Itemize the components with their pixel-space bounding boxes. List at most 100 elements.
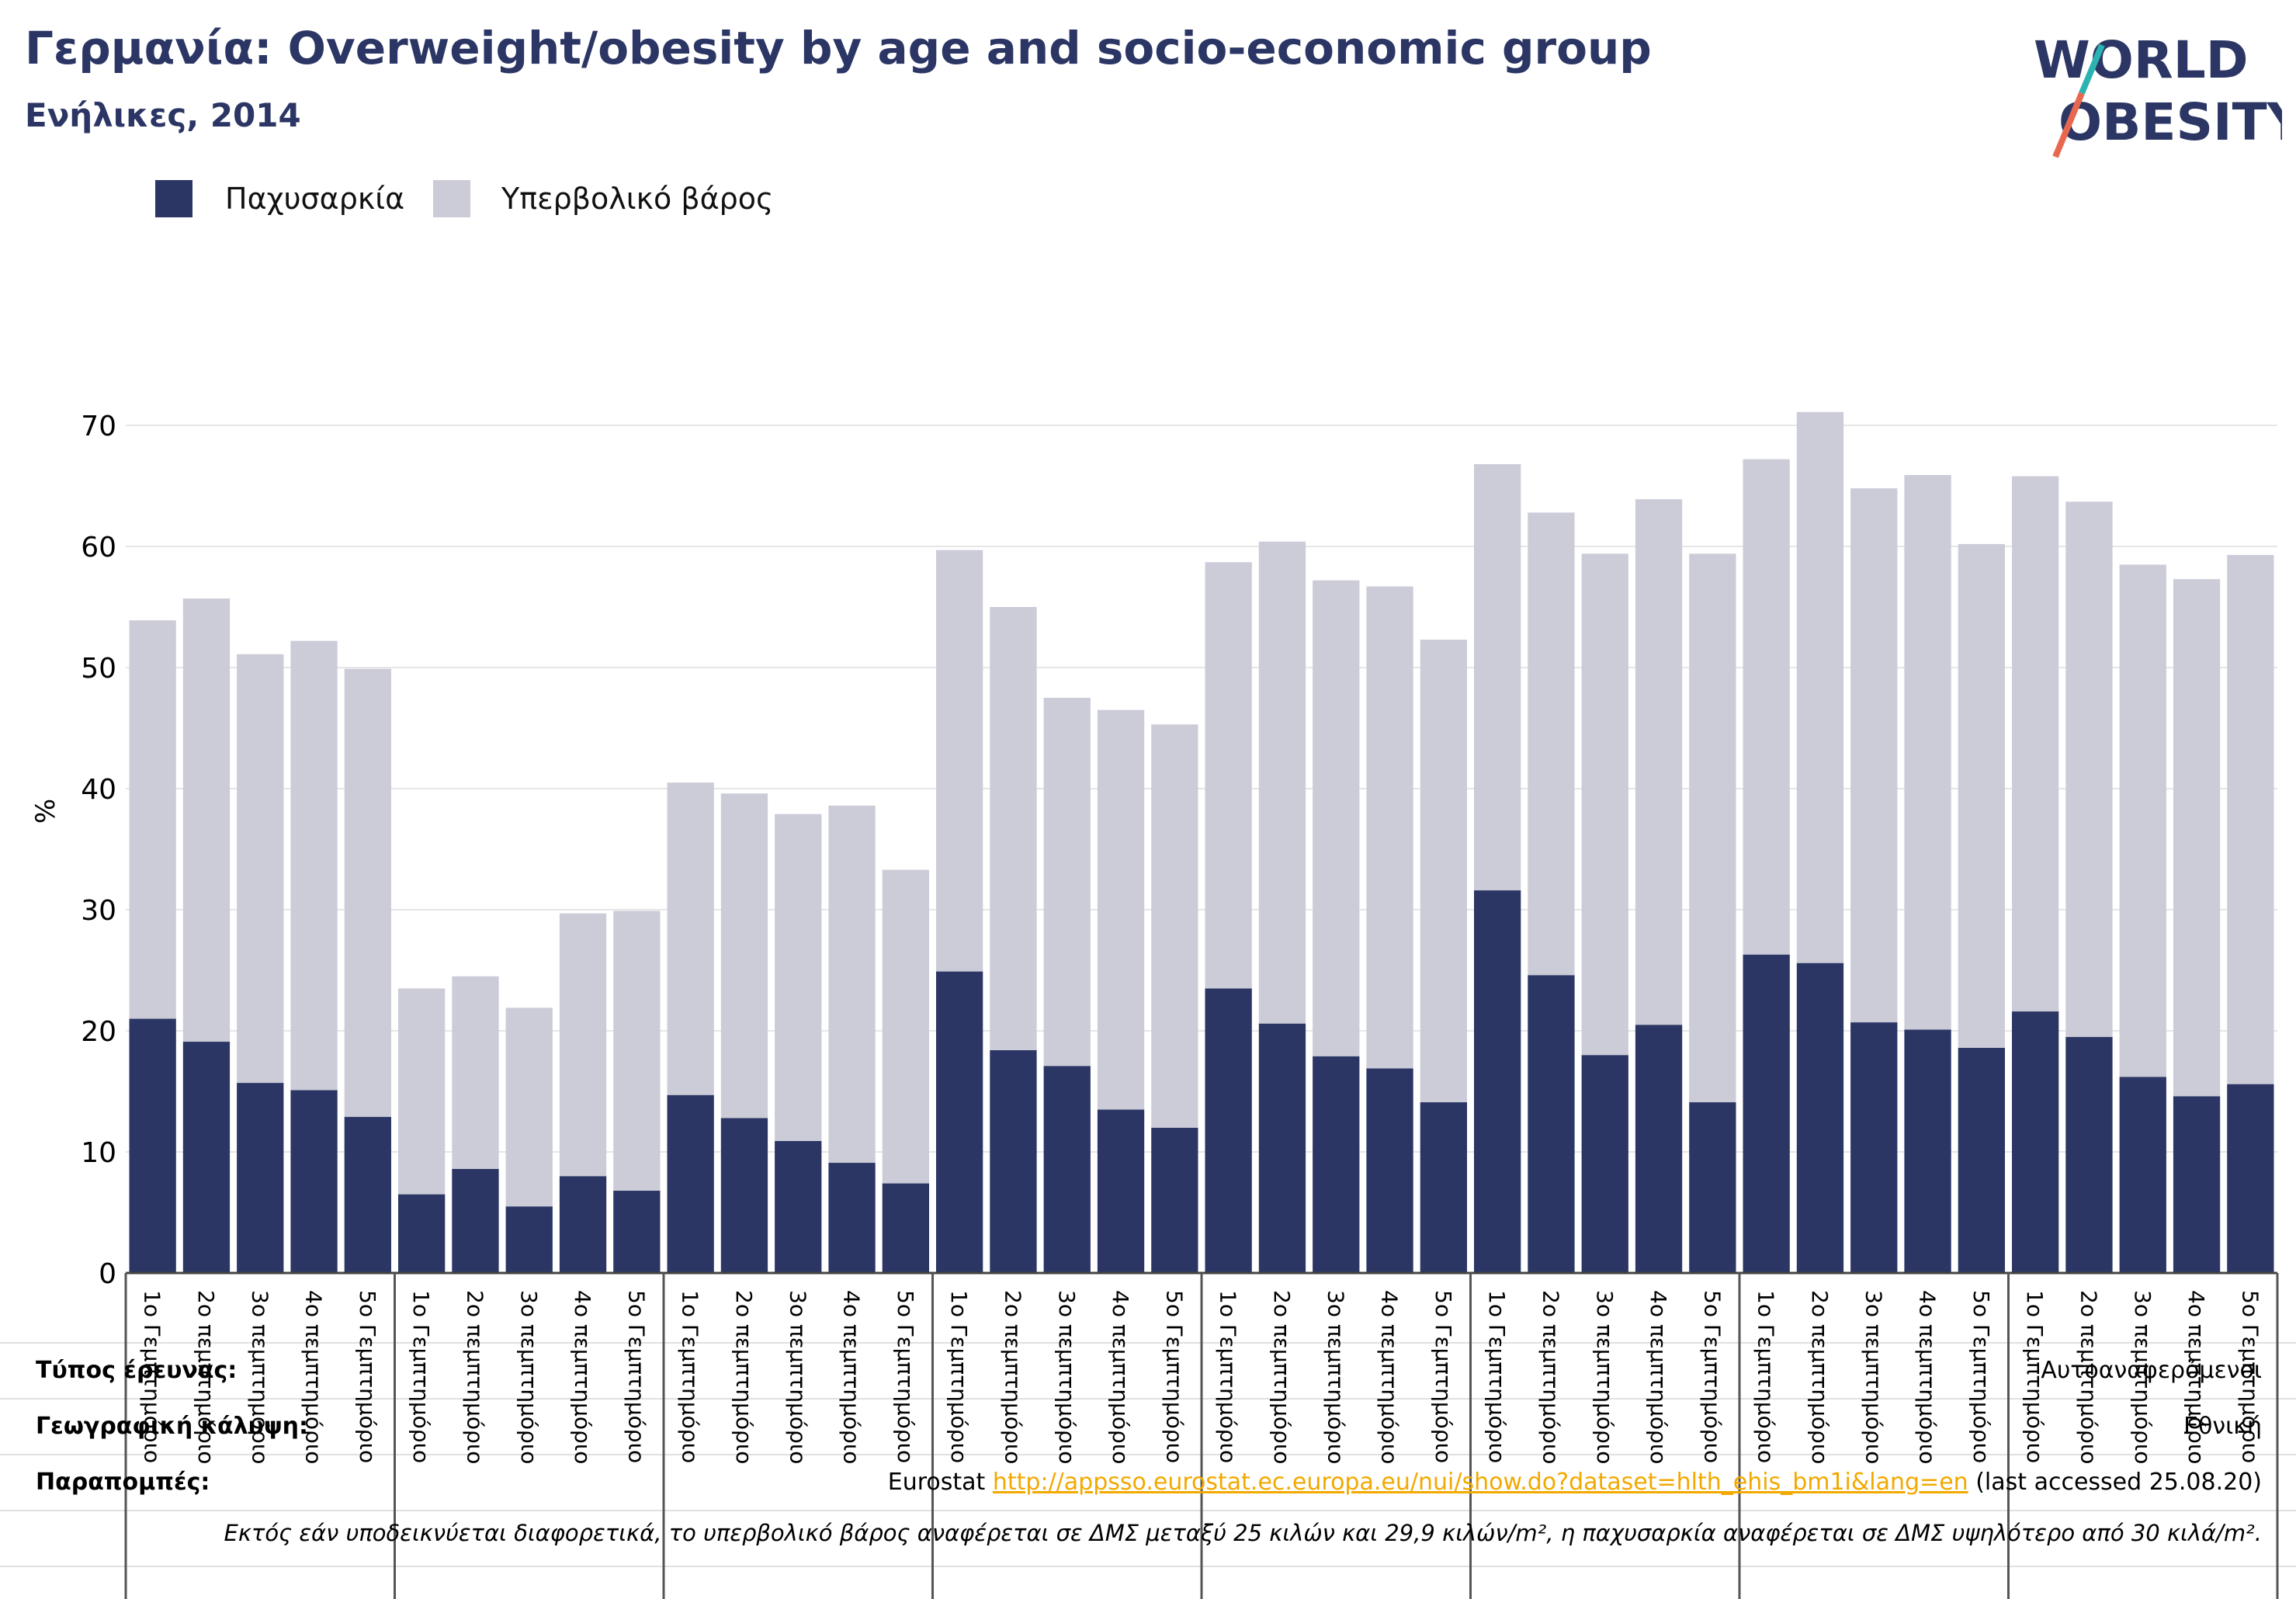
bars-layer xyxy=(129,411,2274,1273)
bar-overweight xyxy=(1689,553,1736,1103)
bar-obesity xyxy=(990,1049,1037,1273)
y-tick-label: 0 xyxy=(99,1258,116,1290)
y-axis-label: % xyxy=(30,799,61,824)
coverage-value: Εθνική xyxy=(2183,1413,2262,1440)
bar-overweight xyxy=(2227,554,2274,1084)
bar-overweight xyxy=(882,869,929,1184)
bar-overweight xyxy=(2065,501,2113,1037)
bar-overweight xyxy=(559,913,607,1177)
x-tick-labels: 1ο Γεμπτημόριο 2ο πεμπτημόριο 3ο πεμπτημόρ… xyxy=(140,1290,2263,1464)
bar-overweight xyxy=(1904,474,1951,1030)
survey-type-label: Τύπος έρευνας: xyxy=(36,1357,238,1384)
x-tick-label: 5ο Γεμπτημόριο xyxy=(355,1290,380,1463)
bar-obesity xyxy=(559,1176,607,1273)
x-tick-label: 1ο Γεμπτημόριο xyxy=(1753,1290,1779,1463)
references-label: Παραπομπές: xyxy=(36,1469,210,1496)
bar-overweight xyxy=(1743,459,1790,955)
bar-obesity xyxy=(1796,963,1844,1273)
legend-label-obesity: Παχυσαρκία xyxy=(225,182,405,216)
y-tick-label: 20 xyxy=(81,1016,116,1048)
bar-obesity xyxy=(1151,1127,1198,1273)
survey-type-row: Τύπος έρευνας: Αυτοαναφερόμενοι xyxy=(0,1343,2296,1397)
bar-obesity xyxy=(237,1083,284,1273)
bar-overweight xyxy=(1151,724,1198,1128)
references-prefix: Eurostat xyxy=(887,1469,986,1496)
bar-overweight xyxy=(344,668,391,1117)
world-obesity-logo: WORLD OBESITY xyxy=(2018,23,2296,163)
bar-overweight xyxy=(1043,698,1091,1067)
logo-line1: WORLD xyxy=(2034,30,2249,90)
x-tick-label: 4ο πεμπτημόριο xyxy=(1377,1290,1403,1464)
bar-overweight xyxy=(1097,709,1145,1110)
bar-overweight xyxy=(1581,553,1628,1056)
x-tick-label: 2ο πεμπτημόριο xyxy=(2076,1290,2101,1464)
legend-swatch-obesity xyxy=(155,180,192,217)
bar-obesity xyxy=(1420,1102,1467,1273)
bar-obesity xyxy=(505,1206,553,1273)
bar-obesity xyxy=(882,1183,929,1273)
bar-obesity xyxy=(1313,1056,1360,1273)
coverage-label: Γεωγραφική κάλυψη: xyxy=(36,1413,309,1440)
bar-overweight xyxy=(505,1008,553,1207)
bar-obesity xyxy=(1904,1029,1951,1273)
bar-overweight xyxy=(1420,640,1467,1103)
x-tick-label: 3ο πεμπτημόριο xyxy=(516,1290,542,1464)
x-tick-label: 5ο Γεμπτημόριο xyxy=(1431,1290,1456,1463)
bar-overweight xyxy=(936,550,983,972)
bar-overweight xyxy=(129,620,176,1019)
x-tick-label: 4ο πεμπτημόριο xyxy=(570,1290,595,1464)
x-tick-label: 2ο πεμπτημόριο xyxy=(1807,1290,1833,1464)
bar-obesity xyxy=(1043,1066,1091,1273)
references-suffix: (last accessed 25.08.20) xyxy=(1975,1469,2262,1496)
bar-overweight xyxy=(2173,579,2221,1097)
y-tick-label: 60 xyxy=(81,532,116,564)
axis-layer: 0 10 20 30 40 50 60 70 xyxy=(81,411,2279,1599)
bar-overweight xyxy=(1474,463,1521,891)
references-link[interactable]: http://appsso.eurostat.ec.europa.eu/nui/… xyxy=(992,1469,1968,1496)
bar-obesity xyxy=(344,1116,391,1273)
chart-subtitle: Ενήλικες, 2014 xyxy=(25,96,301,134)
bar-obesity xyxy=(613,1190,661,1273)
x-tick-label: 3ο πεμπτημόριο xyxy=(1323,1290,1348,1464)
x-tick-label: 4ο πεμπτημόριο xyxy=(839,1290,865,1464)
bar-overweight xyxy=(667,782,714,1095)
x-tick-label: 1ο Γεμπτημόριο xyxy=(140,1290,165,1463)
bar-obesity xyxy=(182,1042,231,1273)
bar-overweight xyxy=(1528,512,1575,976)
bar-overweight xyxy=(1313,580,1360,1056)
bar-overweight xyxy=(1958,543,2005,1048)
bar-obesity xyxy=(936,971,983,1273)
y-tick-label: 30 xyxy=(81,895,116,927)
bar-obesity xyxy=(1205,988,1252,1273)
bar-obesity xyxy=(1743,954,1790,1273)
x-tick-label: 3ο πεμπτημόριο xyxy=(785,1290,810,1464)
x-tick-label: 5ο Γεμπτημόριο xyxy=(623,1290,649,1463)
x-tick-label: 5ο Γεμπτημόριο xyxy=(1161,1290,1187,1463)
bar-obesity xyxy=(775,1140,822,1273)
bar-obesity xyxy=(1850,1022,1898,1273)
logo-line2: OBESITY xyxy=(2058,92,2282,152)
bar-overweight xyxy=(828,805,876,1164)
chart-title: Γερμανία: Overweight/obesity by age and … xyxy=(25,22,1652,75)
y-tick-label: 10 xyxy=(81,1137,116,1169)
bar-overweight xyxy=(1366,586,1413,1069)
bar-obesity xyxy=(1474,890,1521,1273)
x-tick-label: 4ο πεμπτημόριο xyxy=(1915,1290,1941,1464)
survey-type-value: Αυτοαναφερόμενοι xyxy=(2041,1357,2262,1384)
bar-overweight xyxy=(1258,541,1306,1024)
x-tick-label: 4ο πεμπτημόριο xyxy=(1646,1290,1671,1464)
y-tick-label: 70 xyxy=(81,411,116,442)
bar-overweight xyxy=(613,910,661,1191)
bar-obesity xyxy=(2065,1036,2113,1273)
bar-obesity xyxy=(1258,1023,1306,1273)
bar-obesity xyxy=(2173,1096,2221,1273)
x-tick-label: 5ο Γεμπτημόριο xyxy=(2237,1290,2263,1463)
bar-overweight xyxy=(398,988,446,1195)
x-tick-label: 3ο πεμπτημόριο xyxy=(1592,1290,1618,1464)
bar-obesity xyxy=(720,1118,768,1273)
references-value: Eurostat http://appsso.eurostat.ec.europ… xyxy=(888,1469,2262,1496)
bar-obesity xyxy=(1635,1025,1683,1273)
x-tick-label: 1ο Γεμπτημόριο xyxy=(2022,1290,2048,1463)
x-tick-label: 4ο πεμπτημόριο xyxy=(2183,1290,2209,1464)
